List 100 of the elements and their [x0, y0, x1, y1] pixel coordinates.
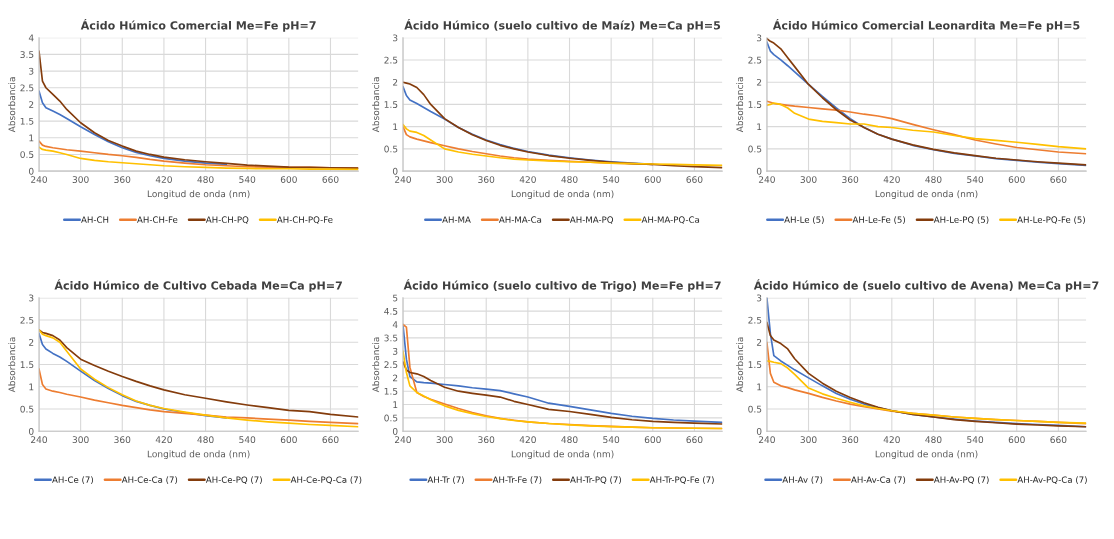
chart-title: Ácido Húmico de (suelo cultivo de Avena) Me=Ca pH=7	[753, 279, 1099, 292]
x-tick-label: 300	[72, 436, 89, 444]
y-tick-label: 2	[756, 339, 762, 346]
x-tick-label: 600	[1008, 436, 1025, 444]
y-tick-label: 2.5	[748, 316, 762, 324]
y-tick-label: 0.5	[20, 405, 34, 413]
line-series	[766, 360, 1087, 425]
y-axis-title: Absorbancia	[8, 337, 16, 393]
line-series	[402, 123, 723, 167]
x-tick-label: 420	[519, 436, 536, 444]
legend-label: AH-CH-PQ	[205, 216, 249, 224]
legend-label: AH-Ce-PQ (7)	[205, 476, 262, 484]
x-tick-label: 660	[322, 436, 339, 444]
y-tick-label: 4.5	[384, 308, 398, 315]
legend-label: AH-Av-Ca (7)	[851, 476, 906, 484]
legend-label: AH-CH	[81, 216, 109, 223]
x-tick-label: 540	[239, 176, 256, 183]
x-axis-title: Longitud de onda (nm)	[875, 190, 978, 199]
x-tick-label: 420	[883, 436, 900, 444]
legend-label: AH-Le-PQ-Fe (5)	[1017, 216, 1085, 224]
y-tick-label: 0	[392, 427, 398, 435]
legend-label: AH-Ce-PQ-Ca (7)	[290, 476, 362, 484]
y-tick-label: 0	[28, 167, 34, 175]
legend-label: AH-Av-PQ-Ca (7)	[1017, 476, 1087, 484]
x-tick-label: 540	[967, 436, 984, 444]
y-tick-label: 0.5	[20, 151, 34, 158]
legend-label: AH-Tr-Fe (7)	[492, 476, 542, 484]
legend-label: AH-MA-Ca	[498, 216, 542, 223]
y-tick-label: 2.5	[384, 56, 398, 64]
x-tick-label: 360	[478, 436, 495, 444]
x-tick-label: 660	[686, 176, 703, 183]
y-tick-label: 2	[29, 101, 34, 108]
x-tick-label: 300	[72, 176, 89, 183]
y-tick-label: 2	[393, 374, 398, 382]
y-axis-title: Absorbancia	[372, 337, 380, 393]
legend-label: AH-Le-Fe (5)	[852, 216, 905, 224]
x-tick-label: 660	[1050, 436, 1067, 444]
x-tick-label: 240	[31, 176, 48, 183]
x-tick-label: 480	[197, 436, 214, 444]
x-tick-label: 360	[842, 436, 859, 444]
x-tick-label: 480	[925, 436, 942, 444]
y-tick-label: 0	[756, 167, 762, 175]
chart-title: Ácido Húmico (suelo cultivo de Maíz) Me=Ca pH=5	[404, 19, 721, 32]
legend-label: AH-CH-PQ-Fe	[276, 216, 333, 224]
legend-label: AH-MA	[442, 216, 471, 223]
y-tick-label: 0	[392, 167, 398, 175]
y-tick-label: 0	[756, 427, 762, 435]
x-axis-title: Longitud de onda (nm)	[147, 190, 250, 199]
legend-label: AH-Tr-PQ-Fe (7)	[649, 476, 714, 484]
x-tick-label: 480	[561, 436, 578, 444]
y-tick-label: 1.5	[384, 101, 398, 108]
x-tick-label: 600	[644, 436, 661, 444]
y-tick-label: 1	[29, 383, 34, 391]
y-tick-label: 2	[393, 78, 398, 86]
x-tick-label: 540	[603, 176, 620, 183]
y-tick-label: 3	[29, 67, 34, 75]
x-tick-label: 240	[758, 436, 775, 444]
x-tick-label: 600	[280, 176, 297, 183]
legend-label: AH-Le-PQ (5)	[933, 216, 989, 224]
y-tick-label: 1	[29, 134, 34, 142]
y-axis-title: Absorbancia	[372, 77, 380, 133]
legend-label: AH-Ce (7)	[52, 476, 93, 484]
y-tick-label: 2.5	[384, 361, 398, 369]
legend-label: AH-CH-Fe	[137, 216, 178, 223]
x-tick-label: 660	[1050, 176, 1067, 183]
y-tick-label: 1.5	[748, 361, 762, 369]
x-tick-label: 300	[800, 436, 817, 444]
y-tick-label: 4	[28, 34, 34, 42]
x-tick-label: 480	[197, 176, 214, 183]
y-tick-label: 3	[393, 34, 398, 42]
x-tick-label: 660	[686, 436, 703, 444]
chart-title: Ácido Húmico (suelo cultivo de Trigo) Me=Fe pH=7	[403, 279, 721, 292]
y-tick-label: 1.5	[20, 361, 34, 369]
legend-label: AH-MA-PQ-Ca	[641, 216, 700, 224]
y-tick-label: 1.5	[20, 117, 34, 125]
chart-title: Ácido Húmico Comercial Leonardita Me=Fe pH=5	[772, 19, 1080, 32]
x-tick-label: 360	[478, 176, 495, 183]
legend-label: AH-Le (5)	[784, 216, 824, 224]
x-tick-label: 240	[394, 176, 411, 183]
y-axis-title: Absorbancia	[8, 77, 16, 133]
y-tick-label: 4	[392, 321, 398, 328]
x-tick-label: 540	[239, 436, 256, 444]
x-tick-label: 480	[925, 176, 942, 183]
x-tick-label: 420	[519, 176, 536, 183]
x-tick-label: 360	[842, 176, 859, 183]
legend-label: AH-Ce-Ca (7)	[121, 476, 178, 484]
y-tick-label: 1.5	[748, 101, 762, 108]
x-tick-label: 660	[322, 176, 339, 183]
y-tick-label: 2	[29, 339, 34, 346]
y-tick-label: 3.5	[20, 51, 34, 58]
y-tick-label: 1.5	[384, 388, 398, 395]
y-tick-label: 1	[757, 383, 762, 391]
x-axis-title: Longitud de onda (nm)	[511, 450, 614, 460]
y-tick-label: 3.5	[384, 334, 398, 342]
y-tick-label: 2	[756, 78, 762, 86]
x-tick-label: 360	[114, 436, 131, 444]
x-axis-title: Longitud de onda (nm)	[147, 450, 250, 460]
chart-title: Ácido Húmico Comercial Me=Fe pH=7	[80, 19, 316, 32]
x-tick-label: 420	[883, 176, 900, 183]
y-tick-label: 1	[393, 401, 398, 408]
